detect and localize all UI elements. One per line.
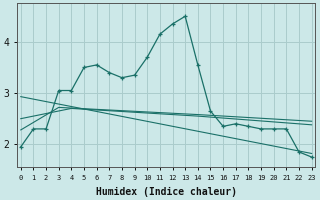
X-axis label: Humidex (Indice chaleur): Humidex (Indice chaleur) [96, 186, 237, 197]
